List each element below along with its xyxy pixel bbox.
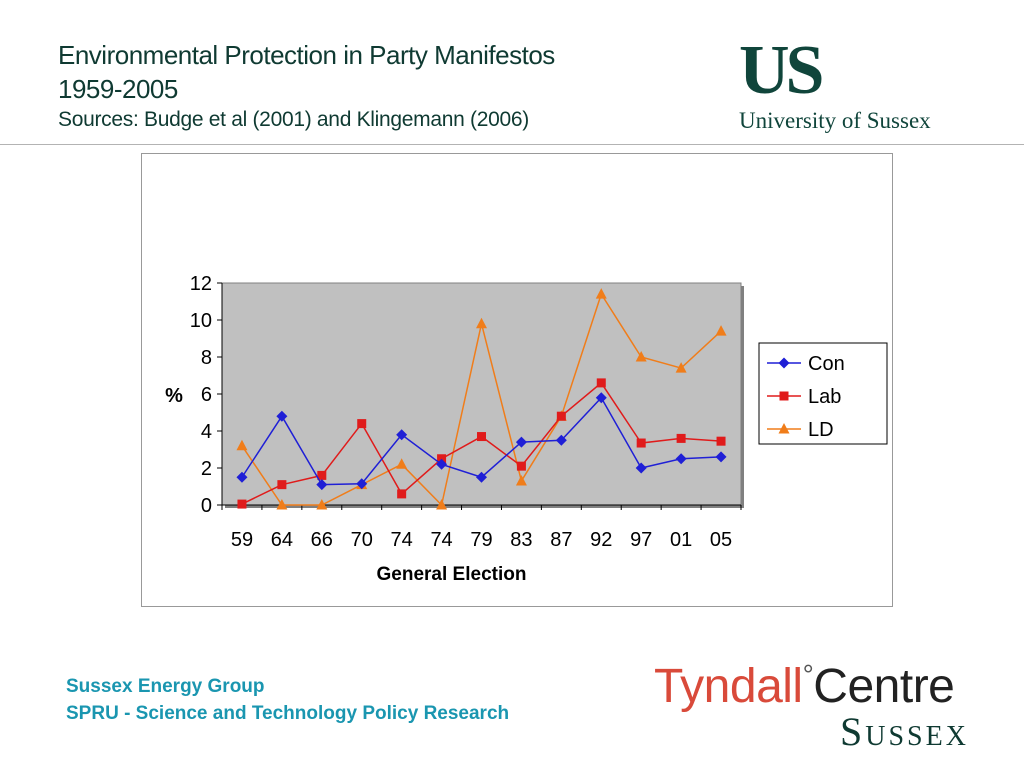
legend-marker-con <box>778 357 790 369</box>
y-tick-label: 4 <box>201 421 212 443</box>
x-tick-label: 92 <box>590 529 612 551</box>
legend-label-con: Con <box>808 353 845 375</box>
data-point-lab <box>636 438 646 448</box>
footer-line-2: SPRU - Science and Technology Policy Res… <box>66 703 510 724</box>
data-point-ld <box>316 499 328 510</box>
data-point-lab <box>357 419 367 429</box>
legend-marker-ld <box>778 423 790 434</box>
us-logo-mark: US <box>739 32 824 109</box>
page-title-line-2: 1959-2005 <box>58 74 178 104</box>
centre-word: Centre <box>813 660 955 713</box>
data-point-lab <box>277 480 287 490</box>
y-tick-label: 6 <box>201 384 212 406</box>
data-point-lab <box>556 411 566 421</box>
data-point-lab <box>676 433 686 443</box>
legend-marker-lab <box>779 391 789 401</box>
data-point-con <box>396 429 408 441</box>
x-tick-label: 83 <box>510 529 532 551</box>
data-point-con <box>436 458 448 470</box>
data-point-con <box>555 434 567 446</box>
x-tick-label: 97 <box>630 529 652 551</box>
x-tick-label: 64 <box>271 529 293 551</box>
y-tick-label: 0 <box>201 495 212 517</box>
x-tick-label: 74 <box>430 529 452 551</box>
page-subtitle: Sources: Budge et al (2001) and Klingema… <box>58 108 529 131</box>
header-divider <box>0 144 1024 145</box>
y-tick-label: 12 <box>190 273 212 295</box>
data-point-lab <box>516 461 526 471</box>
us-logo-name: University of Sussex <box>739 108 931 133</box>
data-point-ld <box>276 499 288 510</box>
data-point-con <box>236 471 248 483</box>
data-point-lab <box>437 454 447 464</box>
data-point-lab <box>237 499 247 509</box>
x-tick-label: 87 <box>550 529 572 551</box>
x-tick-label: 74 <box>391 529 413 551</box>
data-point-ld <box>476 317 487 329</box>
tyndall-sussex-word: Sussex <box>840 709 969 754</box>
x-tick-label: 05 <box>710 529 732 551</box>
data-point-ld <box>236 439 248 451</box>
data-point-lab <box>317 470 327 480</box>
data-point-lab <box>397 489 407 499</box>
data-point-con <box>316 479 328 491</box>
data-point-ld <box>635 351 647 362</box>
footer-line-1: Sussex Energy Group <box>66 676 265 697</box>
y-tick-label: 8 <box>201 347 212 369</box>
data-point-con <box>476 471 487 483</box>
chart-frame: 0 2 4 6 8 10 12 59 64 66 70 74 74 79 83 87 92 97 01 05 Gener… <box>141 153 893 607</box>
legend-label-ld: LD <box>808 419 834 441</box>
data-point-con <box>715 451 727 463</box>
data-point-ld <box>515 474 527 486</box>
x-axis-title: General Election <box>377 564 527 585</box>
data-point-con <box>635 462 647 474</box>
tyndall-word: Tyndall <box>654 660 803 713</box>
data-point-ld <box>396 458 408 469</box>
data-point-con <box>675 453 687 465</box>
y-tick-label: 2 <box>201 458 212 480</box>
legend-label-lab: Lab <box>808 386 841 408</box>
footer: Sussex Energy Group SPRU - Science and T… <box>66 673 509 727</box>
data-point-lab <box>596 378 606 388</box>
page-title-line-1: Environmental Protection in Party Manife… <box>58 40 555 70</box>
university-of-sussex-logo: US University of Sussex <box>739 36 931 134</box>
data-point-lab <box>716 436 726 446</box>
data-point-ld <box>715 325 727 336</box>
tyndall-degree-mark: ° <box>802 659 814 690</box>
x-tick-label: 70 <box>351 529 373 551</box>
y-axis-title: % <box>165 385 183 407</box>
data-point-con <box>595 392 607 404</box>
data-point-con <box>276 410 288 422</box>
line-chart: 0 2 4 6 8 10 12 59 64 66 70 74 74 79 83 87 92 97 01 05 Gener… <box>165 273 888 585</box>
x-tick-label: 79 <box>470 529 492 551</box>
x-tick-label: 59 <box>231 529 253 551</box>
x-tick-label: 01 <box>670 529 692 551</box>
data-point-con <box>356 478 368 490</box>
y-tick-label: 10 <box>190 310 212 332</box>
plot-area <box>221 282 742 506</box>
x-tick-label: 66 <box>311 529 333 551</box>
data-point-ld <box>436 499 448 510</box>
tyndall-centre-logo: Tyndall°Centre <box>654 646 955 716</box>
data-point-lab <box>477 432 486 442</box>
data-point-ld <box>675 362 687 373</box>
title-block: Environmental Protection in Party Manife… <box>58 38 555 134</box>
data-point-con <box>515 436 527 448</box>
data-point-ld <box>595 288 607 299</box>
